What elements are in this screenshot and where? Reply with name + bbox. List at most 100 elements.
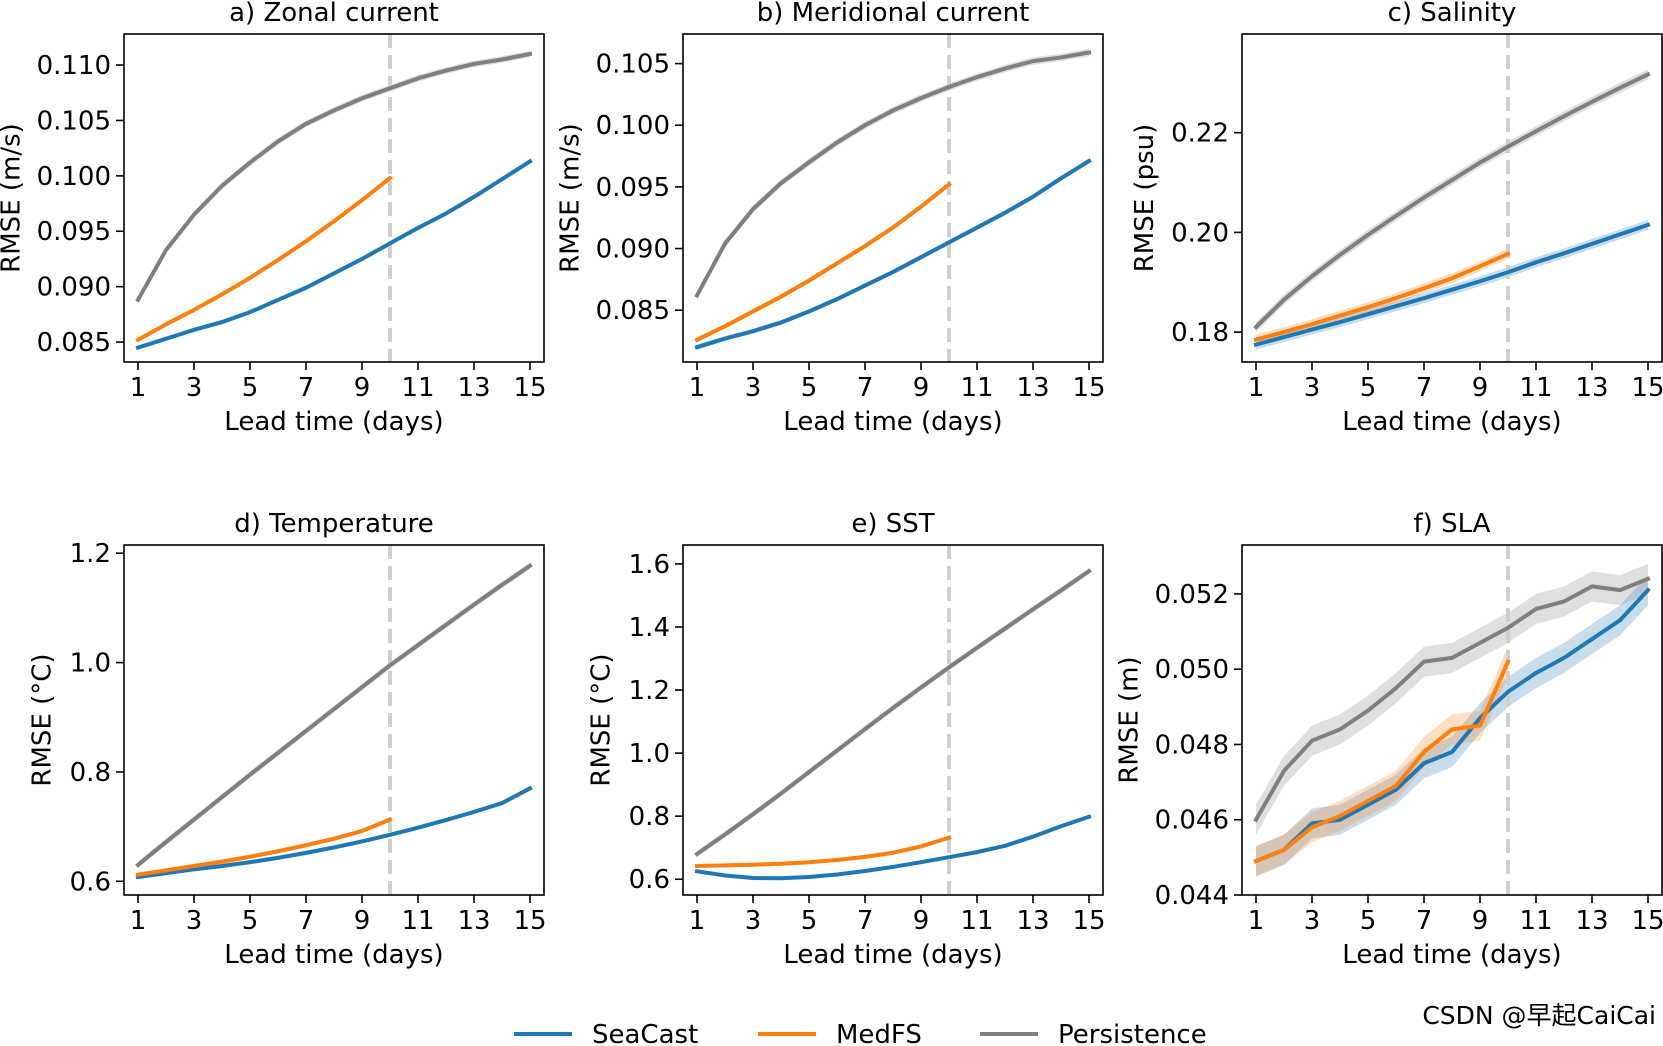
chart-panel-1: 1 3 5 7 9 11 13 150.0850.0900.0950.1000.1050.11…: [0, 0, 547, 437]
x-tick-label: 3: [745, 373, 762, 403]
y-tick-label: 0.044: [1155, 881, 1229, 911]
y-tick-label: 0.052: [1155, 580, 1229, 610]
band-seacast: [697, 158, 1089, 350]
series-line-seacast: [694, 158, 1092, 350]
series-line-medfs: [1253, 251, 1511, 343]
y-tick-label: 0.085: [596, 296, 670, 326]
legend-label: Persistence: [1058, 1020, 1207, 1046]
panel-title: f) SLA: [1414, 509, 1491, 539]
y-tick-label: 0.105: [596, 50, 670, 80]
watermark-text: CSDN @早起CaiCai: [1422, 1001, 1656, 1030]
x-tick-label: 9: [1472, 373, 1489, 403]
y-axis-label: RMSE (°C): [587, 653, 617, 786]
x-tick-label: 13: [457, 373, 490, 403]
x-tick-label: 11: [401, 373, 434, 403]
axes-frame: [682, 33, 1104, 363]
x-tick-label: 5: [242, 906, 259, 936]
x-axis-label: Lead time (days): [1342, 940, 1561, 970]
series-line-seacast: [135, 785, 533, 880]
legend-label: SeaCast: [592, 1020, 698, 1046]
x-tick-label: 9: [1472, 906, 1489, 936]
axes-frame: [1241, 33, 1663, 363]
x-axis-label: Lead time (days): [224, 407, 443, 437]
figure-legend: SeaCast MedFS Persistence: [514, 1020, 1207, 1046]
x-tick-label: 5: [801, 906, 818, 936]
y-tick-label: 0.090: [596, 235, 670, 265]
x-tick-label: 9: [913, 373, 930, 403]
x-tick-label: 7: [1416, 373, 1433, 403]
legend-label: MedFS: [836, 1020, 922, 1046]
x-tick-label: 15: [1631, 373, 1663, 403]
x-tick-label: 15: [1072, 906, 1105, 936]
legend-item-seacast: SeaCast: [514, 1020, 698, 1046]
legend-item-persistence: Persistence: [980, 1020, 1207, 1046]
y-tick-label: 0.6: [629, 865, 670, 895]
x-tick-label: 11: [1519, 373, 1552, 403]
series-line-persistence: [1253, 71, 1651, 330]
x-tick-label: 5: [1360, 373, 1377, 403]
y-tick-label: 0.090: [37, 273, 111, 303]
axes-frame: [123, 33, 545, 363]
x-tick-label: 1: [689, 373, 706, 403]
y-tick-label: 0.048: [1155, 730, 1229, 760]
x-tick-label: 7: [857, 373, 874, 403]
chart-panels: 1 3 5 7 9 11 13 150.0850.0900.0950.1000.1050.11…: [0, 0, 1663, 970]
panel-title: b) Meridional current: [757, 0, 1030, 28]
y-tick-label: 0.050: [1155, 655, 1229, 685]
x-tick-label: 13: [457, 906, 490, 936]
band-persistence: [697, 48, 1089, 300]
band-medfs: [1256, 646, 1508, 877]
x-tick-label: 3: [186, 373, 203, 403]
panel-title: c) Salinity: [1388, 0, 1517, 28]
series-line-medfs: [694, 835, 952, 869]
series-line-persistence: [135, 563, 533, 868]
x-tick-label: 9: [913, 906, 930, 936]
x-tick-label: 13: [1016, 906, 1049, 936]
x-tick-label: 15: [513, 906, 546, 936]
x-tick-label: 13: [1575, 373, 1608, 403]
chart-panel-4: 1 3 5 7 9 11 13 150.60.81.01.2d) TemperatureLea…: [28, 509, 547, 970]
axes-frame: [682, 544, 1104, 896]
x-tick-label: 5: [1360, 906, 1377, 936]
y-tick-label: 1.0: [70, 649, 111, 679]
y-tick-label: 1.2: [70, 539, 111, 569]
y-tick-label: 0.100: [596, 111, 670, 141]
y-tick-label: 0.046: [1155, 806, 1229, 836]
y-tick-label: 0.085: [37, 328, 111, 358]
x-tick-label: 11: [1519, 906, 1552, 936]
x-axis-label: Lead time (days): [224, 940, 443, 970]
legend-item-medfs: MedFS: [758, 1020, 922, 1046]
y-axis-label: RMSE (m): [1115, 656, 1145, 783]
series-line-seacast: [694, 814, 1092, 881]
series-line-seacast: [1253, 222, 1651, 348]
y-tick-label: 0.105: [37, 106, 111, 136]
x-tick-label: 7: [298, 373, 315, 403]
x-tick-label: 1: [130, 373, 147, 403]
x-tick-label: 1: [1248, 373, 1265, 403]
series-line-persistence: [135, 51, 533, 303]
y-axis-label: RMSE (psu): [1130, 124, 1160, 273]
x-tick-label: 3: [745, 906, 762, 936]
series-line-persistence: [694, 568, 1092, 857]
chart-panel-5: 1 3 5 7 9 11 13 150.60.81.01.21.41.6e) SSTLead …: [587, 509, 1106, 970]
band-persistence: [1256, 69, 1648, 333]
series-line-medfs: [135, 816, 393, 878]
y-tick-label: 1.0: [629, 739, 670, 769]
band-seacast: [697, 814, 1089, 881]
y-tick-label: 0.8: [70, 758, 111, 788]
y-tick-label: 1.6: [629, 550, 670, 580]
x-tick-label: 1: [1248, 906, 1265, 936]
band-seacast: [1256, 575, 1648, 877]
series-line-seacast: [135, 158, 533, 351]
y-tick-label: 0.20: [1171, 218, 1229, 248]
band-persistence: [138, 50, 530, 304]
x-axis-label: Lead time (days): [783, 940, 1002, 970]
x-tick-label: 11: [960, 906, 993, 936]
panel-title: e) SST: [851, 509, 934, 539]
x-tick-label: 1: [689, 906, 706, 936]
x-tick-label: 15: [1072, 373, 1105, 403]
